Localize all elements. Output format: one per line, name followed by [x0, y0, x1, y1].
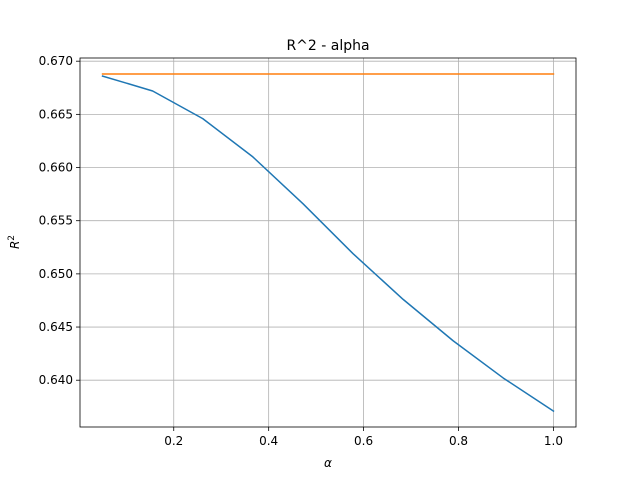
series-line-1	[101, 75, 555, 413]
y-tick-label: 0.670	[39, 54, 73, 68]
axes-frame	[79, 57, 577, 428]
y-axis-label-base: R	[8, 241, 22, 249]
y-tick-label: 0.665	[39, 107, 73, 121]
x-tick-label: 0.2	[164, 434, 183, 448]
x-tick-label: 0.4	[259, 434, 278, 448]
chart-title: R^2 - alpha	[286, 38, 369, 54]
y-tick-label: 0.650	[39, 267, 73, 281]
y-tick-label: 0.660	[39, 161, 73, 175]
y-tick-label: 0.645	[39, 320, 73, 334]
x-tick-label: 0.8	[449, 434, 468, 448]
y-axis-label: R2	[7, 235, 22, 249]
x-tick-label: 0.6	[354, 434, 373, 448]
series-layer	[101, 73, 555, 413]
y-axis-label-sup: 2	[7, 235, 17, 241]
grid	[80, 58, 576, 427]
x-tick-label: 1.0	[544, 434, 563, 448]
y-tick-label: 0.655	[39, 214, 73, 228]
ticks: 0.2 0.4 0.6 0.8 1.0 0.640 0.645 0.650 0.655 0.660…	[39, 54, 563, 448]
x-axis-label: α	[324, 456, 332, 470]
y-tick-label: 0.640	[39, 373, 73, 387]
